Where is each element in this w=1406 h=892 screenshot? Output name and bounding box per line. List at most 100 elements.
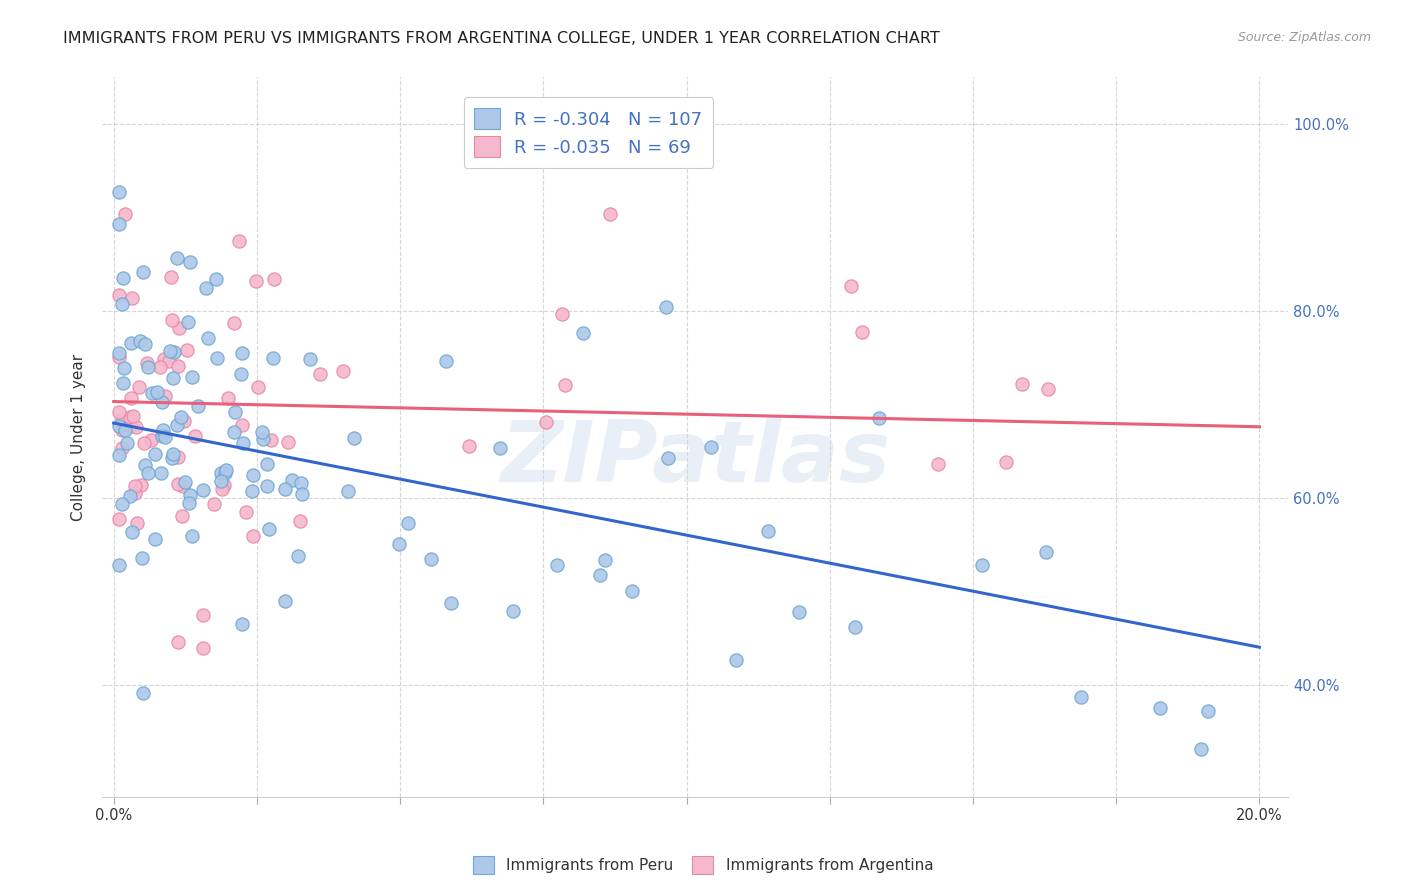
Point — [419, 552, 441, 566]
Point — [111, 413, 134, 427]
Point — [205, 271, 228, 285]
Point — [224, 405, 246, 419]
Legend: R = -0.304   N = 107, R = -0.035   N = 69: R = -0.304 N = 107, R = -0.035 N = 69 — [464, 97, 713, 168]
Point — [111, 297, 134, 311]
Point — [551, 307, 574, 321]
Point — [172, 479, 194, 493]
Point — [138, 466, 160, 480]
Point — [183, 428, 205, 442]
Point — [111, 270, 134, 285]
Point — [211, 483, 233, 497]
Point — [868, 410, 890, 425]
Point — [166, 418, 188, 433]
Point — [263, 272, 285, 286]
Point — [120, 419, 142, 434]
Point — [134, 337, 156, 351]
Point — [152, 428, 174, 442]
Point — [247, 380, 270, 394]
Point — [212, 478, 235, 492]
Point — [700, 440, 723, 454]
Point — [229, 367, 252, 381]
Point — [108, 350, 131, 364]
Point — [231, 346, 253, 360]
Point — [173, 414, 195, 428]
Point — [108, 512, 131, 526]
Text: IMMIGRANTS FROM PERU VS IMMIGRANTS FROM ARGENTINA COLLEGE, UNDER 1 YEAR CORRELAT: IMMIGRANTS FROM PERU VS IMMIGRANTS FROM … — [63, 31, 941, 46]
Point — [657, 450, 679, 465]
Point — [434, 353, 457, 368]
Point — [162, 447, 184, 461]
Point — [620, 583, 643, 598]
Point — [291, 487, 314, 501]
Point — [273, 483, 295, 497]
Text: ZIPatlas: ZIPatlas — [501, 417, 890, 500]
Point — [170, 410, 193, 425]
Text: Source: ZipAtlas.com: Source: ZipAtlas.com — [1237, 31, 1371, 45]
Point — [108, 558, 131, 572]
Point — [139, 433, 162, 447]
Point — [440, 596, 463, 610]
Point — [387, 536, 409, 550]
Point — [112, 361, 135, 376]
Point — [209, 467, 232, 481]
Point — [927, 458, 949, 472]
Point — [290, 476, 312, 491]
Point — [242, 529, 264, 543]
Point — [176, 343, 198, 357]
Point — [118, 409, 141, 424]
Point — [214, 466, 236, 480]
Point — [262, 351, 284, 365]
Point — [787, 605, 810, 619]
Point — [245, 274, 267, 288]
Point — [125, 420, 148, 434]
Point — [571, 326, 593, 340]
Point — [232, 435, 254, 450]
Point — [145, 384, 167, 399]
Point — [162, 345, 184, 359]
Point — [502, 604, 524, 618]
Point — [595, 553, 617, 567]
Point — [152, 423, 174, 437]
Point — [143, 447, 166, 461]
Point — [108, 288, 131, 302]
Point — [193, 483, 215, 497]
Point — [274, 593, 297, 607]
Point — [167, 321, 190, 335]
Point — [122, 409, 145, 424]
Point — [111, 441, 134, 455]
Point — [108, 186, 131, 200]
Point — [1011, 376, 1033, 391]
Point — [277, 434, 299, 449]
Point — [167, 450, 190, 465]
Point — [132, 436, 155, 450]
Point — [136, 359, 159, 374]
Point — [114, 423, 136, 437]
Point — [162, 370, 184, 384]
Point — [108, 418, 131, 433]
Point — [228, 234, 250, 248]
Point — [260, 434, 283, 448]
Point — [181, 370, 204, 384]
Point — [231, 418, 253, 433]
Point — [287, 549, 309, 564]
Point — [337, 483, 360, 498]
Point — [120, 335, 142, 350]
Point — [124, 486, 146, 500]
Point — [114, 207, 136, 221]
Point — [124, 479, 146, 493]
Point — [160, 269, 183, 284]
Point — [224, 425, 246, 440]
Point — [166, 635, 188, 649]
Point — [489, 441, 512, 455]
Point — [108, 405, 131, 419]
Point — [162, 312, 184, 326]
Point — [108, 346, 131, 360]
Point — [259, 522, 281, 536]
Point — [589, 567, 612, 582]
Point — [150, 395, 173, 409]
Point — [1035, 545, 1057, 559]
Point — [256, 479, 278, 493]
Point — [187, 399, 209, 413]
Point — [166, 251, 188, 265]
Point — [149, 466, 172, 480]
